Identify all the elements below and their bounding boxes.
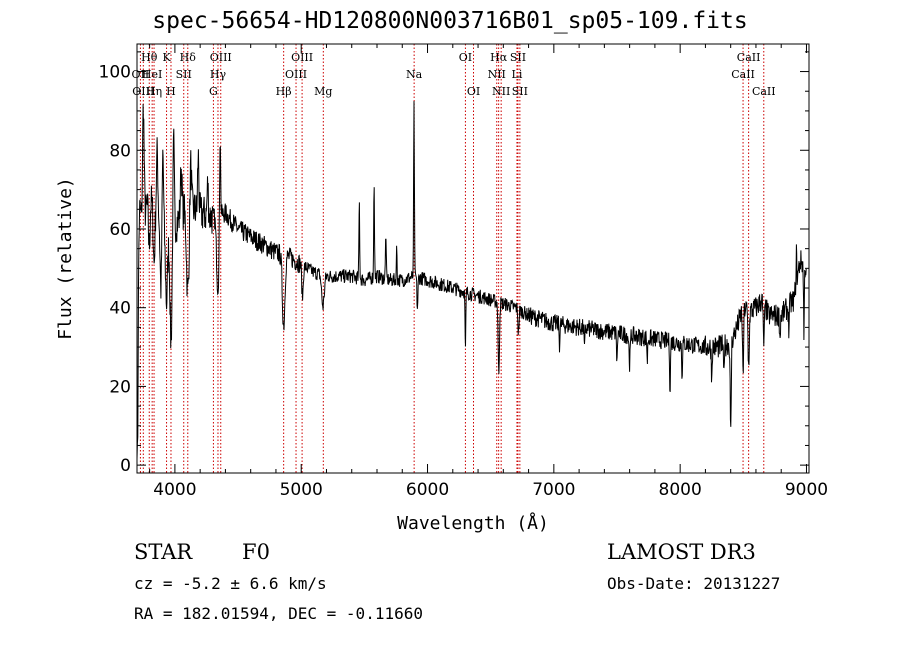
- line-label: SII: [512, 85, 528, 98]
- line-label: Hγ: [210, 68, 227, 81]
- redshift-info: cz = -5.2 ± 6.6 km/s: [134, 574, 327, 593]
- x-axis-label: Wavelength (Å): [397, 512, 549, 534]
- line-label: Hα: [490, 51, 508, 64]
- line-label: OIII: [291, 51, 313, 64]
- line-label: SII: [510, 51, 526, 64]
- line-label: Hη: [146, 85, 162, 98]
- x-tick-label: 6000: [406, 480, 449, 500]
- line-label: CaII: [752, 85, 776, 98]
- y-tick-label: 60: [109, 220, 131, 240]
- x-tick-label: 5000: [280, 480, 323, 500]
- line-label: OI: [459, 51, 472, 64]
- axes-group: 4000 5000 6000 7000 8000 9000 0 20 40 60 80 100: [99, 44, 828, 500]
- line-label: OIII: [132, 85, 154, 98]
- y-tick-label: 20: [109, 377, 131, 397]
- line-label-group: HθOIIHeIOIIIHηKHSIIHδGOIIIHγHβOIIIOIIIMg…: [132, 51, 776, 98]
- x-tick-label: 7000: [532, 480, 575, 500]
- coordinates: RA = 182.01594, DEC = -0.11660: [134, 604, 423, 623]
- line-marker-group: [139, 44, 765, 473]
- survey-name: LAMOST DR3: [607, 540, 756, 564]
- line-label: Hθ: [141, 51, 158, 64]
- line-label: CaII: [731, 68, 755, 81]
- spectrum-line: [136, 101, 807, 460]
- line-label: OIII: [210, 51, 232, 64]
- y-tick-label: 0: [120, 456, 131, 476]
- line-label: K: [162, 51, 171, 64]
- y-tick-label: 80: [109, 141, 131, 161]
- line-label: OI: [467, 85, 480, 98]
- line-label: Hδ: [180, 51, 197, 64]
- plot-frame: [136, 43, 810, 474]
- x-tick-label: 4000: [153, 480, 196, 500]
- obs-date: Obs-Date: 20131227: [607, 574, 781, 593]
- line-label: H: [166, 85, 176, 98]
- y-tick-label: 40: [109, 299, 131, 319]
- chart-title: spec-56654-HD120800N003716B01_sp05-109.f…: [152, 8, 748, 34]
- line-label: NII: [492, 85, 510, 98]
- line-label: NII: [488, 68, 506, 81]
- spectrum-group: [136, 101, 807, 460]
- x-tick-label: 8000: [659, 480, 702, 500]
- line-label: HeI: [142, 68, 162, 81]
- line-label: Hβ: [276, 85, 292, 98]
- line-label: Mg: [314, 85, 332, 98]
- line-label: Na: [406, 68, 423, 81]
- y-axis-label: Flux (relative): [55, 177, 76, 340]
- line-label: SII: [176, 68, 192, 81]
- line-label: G: [209, 85, 218, 98]
- line-label: Li: [512, 68, 523, 81]
- object-class: STAR: [134, 540, 193, 564]
- line-label: OII: [132, 68, 150, 81]
- line-label: OIII: [285, 68, 307, 81]
- x-tick-label: 9000: [785, 480, 828, 500]
- object-subclass: F0: [242, 540, 270, 564]
- line-label: CaII: [737, 51, 761, 64]
- y-tick-label: 100: [99, 63, 131, 83]
